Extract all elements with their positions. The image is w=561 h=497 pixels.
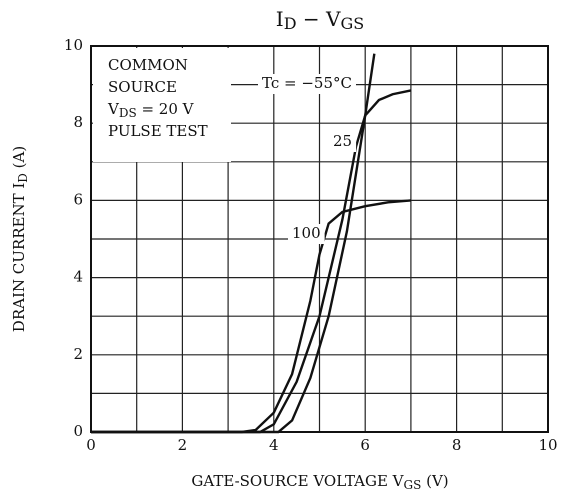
condition-text-part: = 20 V — [137, 100, 195, 118]
curve-label-bg — [288, 224, 325, 244]
condition-text: PULSE TEST — [108, 122, 208, 140]
x-tick-label: 6 — [360, 436, 370, 454]
x-tick-label: 2 — [178, 436, 188, 454]
x-tick-label: 10 — [538, 436, 557, 454]
x-axis-label-part: GATE-SOURCE VOLTAGE V — [191, 472, 404, 490]
y-tick-label: 6 — [73, 190, 83, 208]
y-tick-label: 2 — [73, 345, 83, 363]
conditions-box — [93, 48, 231, 162]
curve-label: 100 — [292, 224, 321, 242]
chart-title-part: − V — [297, 7, 341, 31]
curve-label-bg — [329, 132, 357, 152]
curve-label: Tc = −55°C — [262, 74, 352, 92]
chart-title-part: GS — [340, 14, 364, 33]
y-axis-label: DRAIN CURRENT ID (A) — [10, 146, 30, 332]
curve — [91, 53, 376, 434]
x-tick-label: 4 — [269, 436, 279, 454]
condition-text: COMMON — [108, 56, 188, 74]
curve-label-bg — [258, 74, 356, 94]
y-tick-label: 10 — [64, 36, 83, 54]
x-axis-label-part: GS — [404, 478, 422, 492]
y-axis-label-part: (A) — [10, 146, 28, 173]
y-tick-label: 0 — [73, 422, 83, 440]
frame — [90, 45, 549, 433]
condition-text-part: PULSE TEST — [108, 122, 208, 140]
condition-text: VDS = 20 V — [107, 100, 195, 120]
chart-title-part: I — [276, 7, 284, 31]
x-tick-label: 0 — [86, 436, 96, 454]
curve — [91, 199, 412, 434]
condition-text: SOURCE — [108, 78, 177, 96]
x-axis-label: GATE-SOURCE VOLTAGE VGS (V) — [191, 472, 448, 492]
condition-text-part: DS — [119, 106, 137, 120]
y-tick-label: 4 — [73, 268, 83, 286]
condition-text-part: COMMON — [108, 56, 188, 74]
condition-text-part: SOURCE — [108, 78, 177, 96]
condition-text-part: V — [107, 100, 120, 118]
y-axis-label-part: DRAIN CURRENT I — [10, 183, 28, 333]
x-tick-label: 8 — [452, 436, 462, 454]
curve-label: 25 — [333, 132, 352, 150]
chart-title: ID − VGS — [276, 7, 364, 33]
curve — [91, 89, 412, 434]
y-axis-label-part: D — [16, 173, 30, 183]
chart-title-part: D — [284, 14, 297, 33]
y-tick-label: 8 — [73, 113, 83, 131]
x-axis-label-part: (V) — [421, 472, 448, 490]
